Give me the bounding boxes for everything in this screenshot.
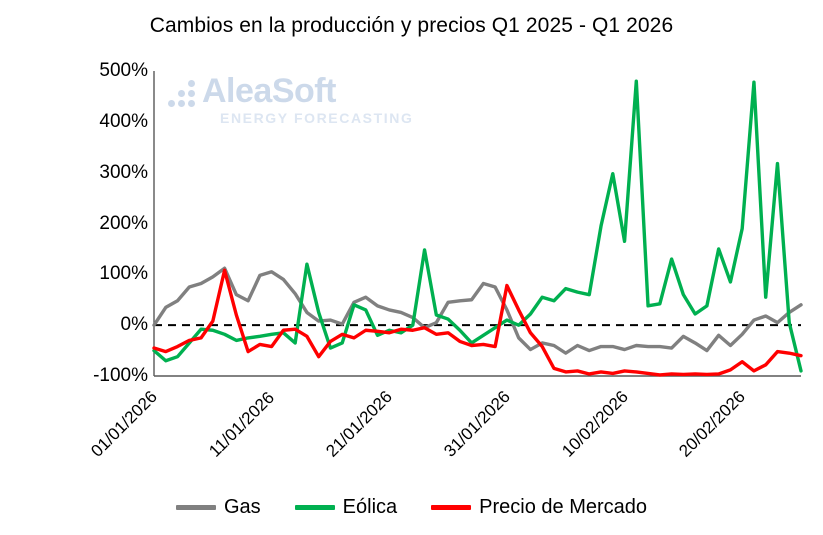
y-tick-label: 500% (99, 60, 148, 81)
series-line-precio-de-mercado (152, 268, 803, 377)
series-line-gas (152, 266, 803, 355)
legend-label: Eólica (342, 496, 398, 518)
y-tick-label: 200% (99, 212, 148, 234)
series-line-eolica (152, 79, 803, 373)
legend-item[interactable]: Gas (175, 496, 261, 518)
legend-swatch-icon (294, 504, 335, 510)
chart-legend: Gas Eólica Precio de Mercado (0, 496, 823, 518)
y-axis-tick-labels: -100% 0% 100% 200% 300% 400% 500% (45, 0, 148, 535)
legend-swatch-icon (431, 504, 472, 510)
chart-title: Cambios en la producción y precios Q1 20… (149, 14, 674, 37)
y-tick-label: 300% (99, 161, 148, 183)
legend-swatch-icon (175, 504, 216, 510)
legend-item[interactable]: Precio de Mercado (431, 496, 647, 518)
y-tick-label: -100% (93, 365, 148, 386)
y-tick-label: 400% (99, 110, 148, 132)
y-tick-label: 100% (99, 263, 148, 285)
y-tick-label: 0% (120, 314, 148, 336)
legend-label: Precio de Mercado (479, 496, 648, 518)
legend-item[interactable]: Eólica (294, 496, 398, 518)
legend-label: Gas (223, 496, 261, 518)
